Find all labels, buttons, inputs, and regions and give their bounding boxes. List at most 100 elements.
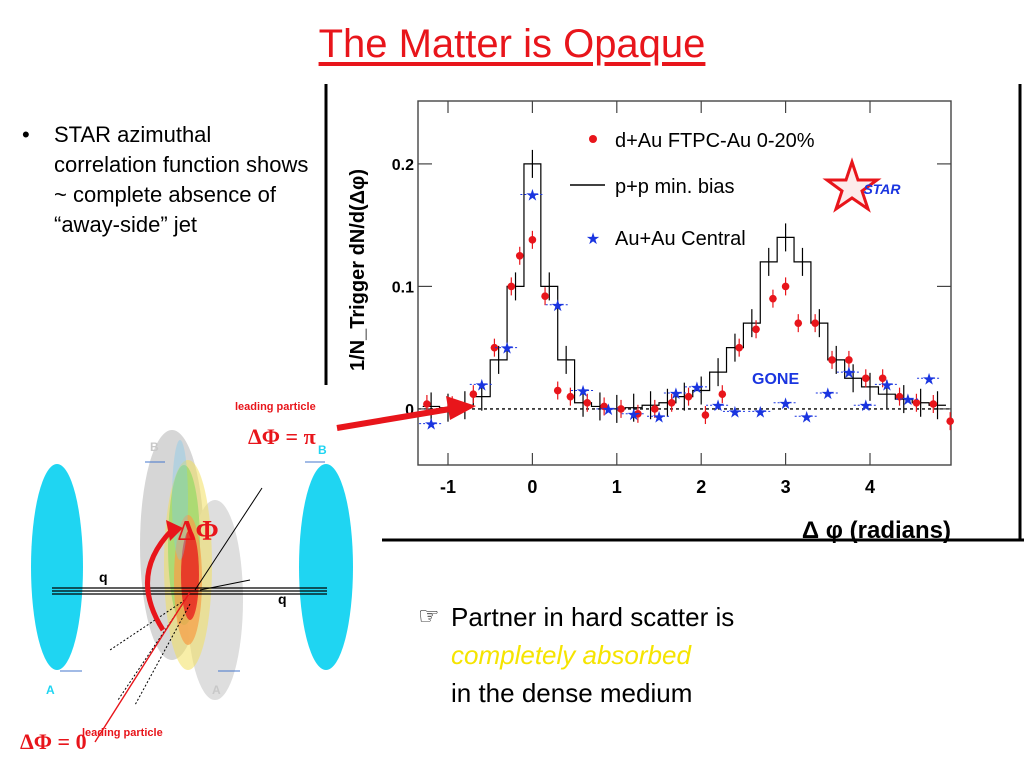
star-logo-text: STAR: [863, 181, 901, 197]
auau-point: ★: [525, 186, 539, 205]
star-logo-icon: [822, 157, 882, 213]
dau-point: [617, 405, 625, 413]
auau-point: ★: [669, 384, 683, 403]
dau-point: [566, 392, 575, 401]
leading-particle-label-bottom: leading particle: [82, 727, 163, 739]
quark-label-right: q: [278, 591, 287, 607]
auau-point: ★: [821, 384, 835, 403]
dau-point: [667, 398, 676, 407]
correlation-chart: -1 0 1 2 3 4 00.10.2 ★★★★★★★ ★ ★★ ★★ ★ ★ ★★★★★★★★ 1…: [324, 84, 1024, 544]
auau-point: ★: [778, 394, 792, 413]
pointer-arrow-head: [446, 396, 476, 420]
dau-point: [878, 374, 887, 383]
bullet-text: STAR azimuthal correlation function show…: [54, 122, 309, 237]
x-tick-label: 2: [696, 477, 706, 497]
auau-point: ★: [601, 400, 615, 419]
dau-point: [553, 386, 562, 395]
dau-point: [912, 398, 921, 407]
auau-point: ★: [753, 402, 767, 421]
collision-diagram: q q B B A A leading particle ΔΦ = π ΔΦ Δ…: [20, 396, 476, 754]
delta-phi-arc-arrowhead: [166, 520, 183, 541]
bullet-marker: •: [22, 122, 30, 147]
note-line-2: completely absorbed: [451, 640, 691, 670]
label-a-right: A: [212, 683, 221, 697]
legend-pp-label: p+p min. bias: [615, 176, 735, 198]
dau-point: [811, 319, 819, 327]
note-line-3: in the dense medium: [451, 678, 693, 708]
series-auau: ★★★★★★★ ★ ★★ ★★ ★ ★ ★★★★★★★★: [419, 186, 942, 434]
dau-point: [515, 251, 524, 260]
auau-point: ★: [652, 407, 666, 426]
dau-point: [718, 390, 727, 399]
x-tick-label: -1: [440, 477, 456, 497]
y-axis-label: 1/N_Trigger dN/d(Δφ): [347, 169, 369, 371]
auau-point: ★: [475, 375, 489, 394]
auau-point: ★: [800, 407, 814, 426]
auau-point: ★: [690, 378, 704, 397]
auau-point: ★: [880, 375, 894, 394]
dau-point: [490, 343, 499, 352]
delta-phi-zero-label: ΔΦ = 0: [20, 729, 87, 754]
dau-point: [828, 356, 836, 364]
track-2: [199, 579, 251, 591]
dau-point: [752, 325, 760, 334]
dau-point: [861, 374, 870, 383]
track-3: [109, 599, 186, 651]
x-tick-label: 4: [865, 477, 875, 497]
legend-dau-marker: [589, 135, 597, 143]
plot-frame: [417, 100, 952, 466]
pp-step-line: [422, 163, 946, 410]
dau-point: [929, 400, 938, 408]
dau-point: [895, 392, 904, 401]
pointer-arrow-shaft: [336, 406, 451, 431]
auau-point: ★: [901, 390, 915, 409]
auau-point: ★: [551, 296, 565, 315]
auau-point: ★: [859, 396, 873, 415]
y-tick-label: 0.1: [392, 279, 414, 296]
y-tick-label: 0: [405, 402, 414, 419]
dau-point: [845, 356, 853, 364]
x-axis-label: Δ φ (radians): [802, 517, 951, 544]
x-tick-label: 0: [527, 477, 537, 497]
track-4: [117, 604, 183, 701]
legend-auau-marker: ★: [586, 229, 600, 248]
dau-point: [701, 411, 710, 419]
dau-point: [794, 319, 803, 327]
series-dau: [423, 230, 954, 431]
quark-label-left: q: [99, 569, 108, 585]
track-1: [194, 487, 263, 591]
dau-point: [583, 398, 592, 407]
dau-point: [423, 400, 431, 408]
x-tick-labels: -1 0 1 2 3 4: [440, 477, 875, 497]
y-tick-labels: 0 0.1 0.2: [392, 157, 414, 419]
gone-annotation: GONE: [752, 371, 799, 388]
axis-ticks: [418, 101, 951, 465]
auau-point: ★: [576, 382, 590, 401]
auau-point: ★: [711, 396, 725, 415]
note-line-1: Partner in hard scatter is: [451, 602, 735, 632]
x-tick-label: 3: [781, 477, 791, 497]
leading-particle-label-top: leading particle: [235, 401, 316, 413]
legend-dau-label: d+Au FTPC-Au 0-20%: [615, 130, 815, 152]
particle-cloud-red: [181, 530, 199, 620]
y-tick-label: 0.2: [392, 157, 414, 174]
dau-point: [769, 294, 777, 303]
dau-point: [781, 282, 790, 291]
dau-point: [735, 343, 743, 352]
dau-point: [600, 402, 608, 411]
delta-phi-big-label: ΔΦ: [178, 516, 219, 547]
label-b-right: B: [318, 443, 327, 457]
dau-point: [469, 390, 478, 399]
chart-legend: d+Au FTPC-Au 0-20% p+p min. bias ★ Au+Au…: [570, 130, 815, 250]
track-5: [134, 603, 191, 706]
dau-point: [650, 405, 659, 413]
label-a-left: A: [46, 683, 55, 697]
leading-particle-track-bottom: [94, 591, 191, 743]
label-b-left: B: [150, 440, 159, 454]
delta-phi-pi-label: ΔΦ = π: [248, 424, 316, 449]
auau-point: ★: [627, 405, 641, 424]
nucleus-left: [31, 464, 83, 670]
nucleus-right: [299, 464, 353, 670]
slide-title: The Matter is Opaque: [318, 22, 706, 66]
